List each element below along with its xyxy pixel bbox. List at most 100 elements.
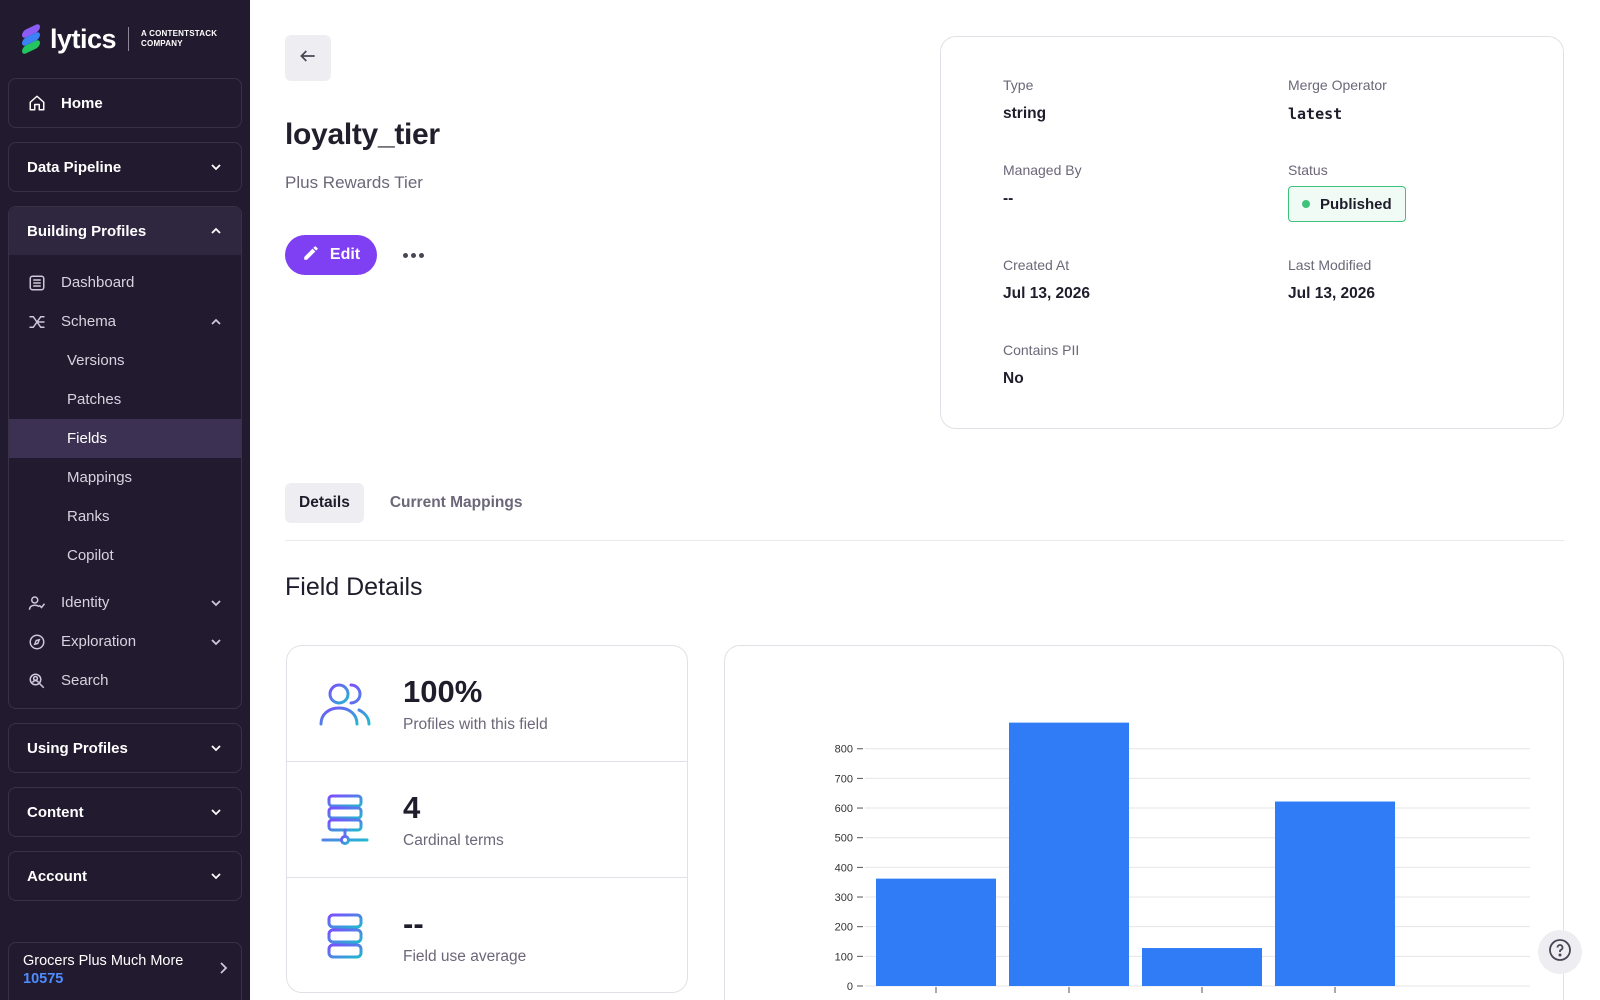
meta-type-value: string: [1003, 105, 1047, 122]
sidebar-item-dashboard[interactable]: Dashboard: [9, 263, 241, 302]
distribution-chart: 0 100 200 300 400 500 600 700 800: [835, 722, 1530, 993]
field-metadata-card: Type string Merge Operator latest Manage…: [940, 36, 1564, 429]
nav-using-profiles[interactable]: Using Profiles: [8, 723, 242, 773]
meta-pii-label: Contains PII: [1003, 342, 1080, 358]
chart-y-tick-label: 600: [835, 803, 853, 815]
meta-merge-operator: Merge Operator latest: [1288, 77, 1387, 123]
arrow-left-icon: [298, 46, 318, 71]
more-dot: [410, 252, 416, 258]
stat-cardinal-terms: 4 Cardinal terms: [287, 762, 687, 878]
chevron-down-icon: [209, 160, 223, 174]
chevron-right-icon: [217, 961, 229, 980]
nav-home[interactable]: Home: [8, 78, 242, 128]
chart-bar: [1009, 722, 1129, 986]
tab-details[interactable]: Details: [285, 483, 364, 523]
back-button[interactable]: [285, 35, 331, 81]
meta-type: Type string: [1003, 77, 1046, 123]
account-switcher[interactable]: Grocers Plus Much More 10575: [8, 942, 242, 1000]
meta-type-label: Type: [1003, 77, 1034, 93]
sidebar: lytics A CONTENTSTACK COMPANY Home Data …: [0, 0, 250, 1000]
brand-tagline: A CONTENTSTACK COMPANY: [141, 29, 217, 49]
chevron-down-icon: [209, 596, 223, 610]
sidebar-item-patches[interactable]: Patches: [9, 380, 241, 419]
sidebar-item-ranks-label: Ranks: [67, 508, 110, 525]
more-options-button[interactable]: [400, 245, 426, 265]
nav-account[interactable]: Account: [8, 851, 242, 901]
section-title: Field Details: [285, 573, 423, 601]
sidebar-item-exploration-label: Exploration: [61, 633, 137, 650]
sidebar-item-fields[interactable]: Fields: [9, 419, 241, 458]
meta-merge-label: Merge Operator: [1288, 77, 1387, 93]
sidebar-item-copilot[interactable]: Copilot: [9, 536, 241, 575]
chevron-down-icon: [209, 741, 223, 755]
sidebar-item-search[interactable]: Search: [9, 661, 241, 700]
users-icon: [317, 676, 373, 732]
database-icon: [317, 908, 373, 964]
schema-icon: [27, 312, 47, 332]
sidebar-item-fields-label: Fields: [67, 430, 108, 447]
more-dot: [418, 252, 424, 258]
nav-building-profiles-label: Building Profiles: [27, 222, 147, 240]
sidebar-item-copilot-label: Copilot: [67, 547, 114, 564]
distribution-chart-card: 0 100 200 300 400 500 600 700 800: [724, 645, 1564, 1000]
chart-bar: [1142, 948, 1262, 986]
pencil-icon: [302, 244, 320, 267]
brand-tagline-line1: A CONTENTSTACK: [141, 29, 218, 38]
chart-y-tick-label: 300: [835, 892, 853, 904]
chart-y-tick-label: 200: [835, 922, 853, 934]
help-button[interactable]: [1538, 930, 1582, 974]
sidebar-item-identity[interactable]: Identity: [9, 583, 241, 622]
compass-icon: [27, 632, 47, 652]
chart-y-tick-label: 0: [847, 981, 853, 993]
stat-profiles-value: 100%: [403, 673, 483, 709]
chevron-down-icon: [209, 805, 223, 819]
sidebar-item-mappings[interactable]: Mappings: [9, 458, 241, 497]
sidebar-item-exploration[interactable]: Exploration: [9, 622, 241, 661]
chart-y-tick-label: 500: [835, 833, 853, 845]
brand-logo[interactable]: lytics A CONTENTSTACK COMPANY: [8, 0, 242, 78]
nav-content[interactable]: Content: [8, 787, 242, 837]
stat-field-use-label: Field use average: [403, 948, 527, 965]
nav-content-label: Content: [27, 803, 84, 821]
sidebar-item-search-label: Search: [61, 672, 109, 689]
sidebar-item-ranks[interactable]: Ranks: [9, 497, 241, 536]
nav-building-profiles-header[interactable]: Building Profiles: [9, 207, 241, 255]
sidebar-item-schema-label: Schema: [61, 313, 117, 330]
nav-account-label: Account: [27, 867, 87, 885]
stat-profiles: 100% Profiles with this field: [287, 646, 687, 762]
meta-contains-pii: Contains PII No: [1003, 342, 1079, 388]
sidebar-item-schema[interactable]: Schema: [9, 302, 241, 341]
tab-bar: Details Current Mappings: [285, 483, 536, 523]
nav-data-pipeline-label: Data Pipeline: [27, 158, 122, 176]
meta-pii-value: No: [1003, 370, 1024, 387]
brand-tagline-line2: COMPANY: [141, 39, 183, 48]
nav-building-profiles: Building Profiles Dashboard Schema: [8, 206, 242, 709]
tabs-divider: [285, 540, 1564, 541]
server-network-icon: [317, 792, 373, 848]
chart-y-tick-label: 800: [835, 744, 853, 756]
meta-modified-value: Jul 13, 2026: [1288, 285, 1376, 302]
stat-field-use-value: --: [403, 906, 424, 941]
help-icon: [1548, 938, 1572, 967]
nav-using-profiles-label: Using Profiles: [27, 739, 128, 757]
chevron-up-icon: [209, 224, 223, 238]
account-id: 10575: [23, 971, 64, 987]
lytics-logo-icon: [22, 22, 42, 56]
meta-last-modified: Last Modified Jul 13, 2026: [1288, 257, 1375, 303]
account-name: Grocers Plus Much More: [23, 953, 184, 969]
identity-icon: [27, 593, 47, 613]
chart-bar: [876, 878, 996, 986]
field-stats-card: 100% Profiles with this field 4 Cardinal…: [286, 645, 688, 993]
nav-data-pipeline[interactable]: Data Pipeline: [8, 142, 242, 192]
dashboard-icon: [27, 273, 47, 293]
edit-button[interactable]: Edit: [285, 235, 377, 275]
chart-bar: [1275, 801, 1395, 986]
status-badge: Published: [1288, 186, 1406, 222]
page-title: loyalty_tier: [285, 118, 440, 151]
chevron-up-icon: [209, 315, 223, 329]
stat-cardinal-value: 4: [403, 789, 421, 825]
sidebar-item-versions[interactable]: Versions: [9, 341, 241, 380]
logo-divider: [128, 27, 130, 51]
tab-current-mappings[interactable]: Current Mappings: [389, 494, 523, 511]
sidebar-item-patches-label: Patches: [67, 391, 122, 408]
